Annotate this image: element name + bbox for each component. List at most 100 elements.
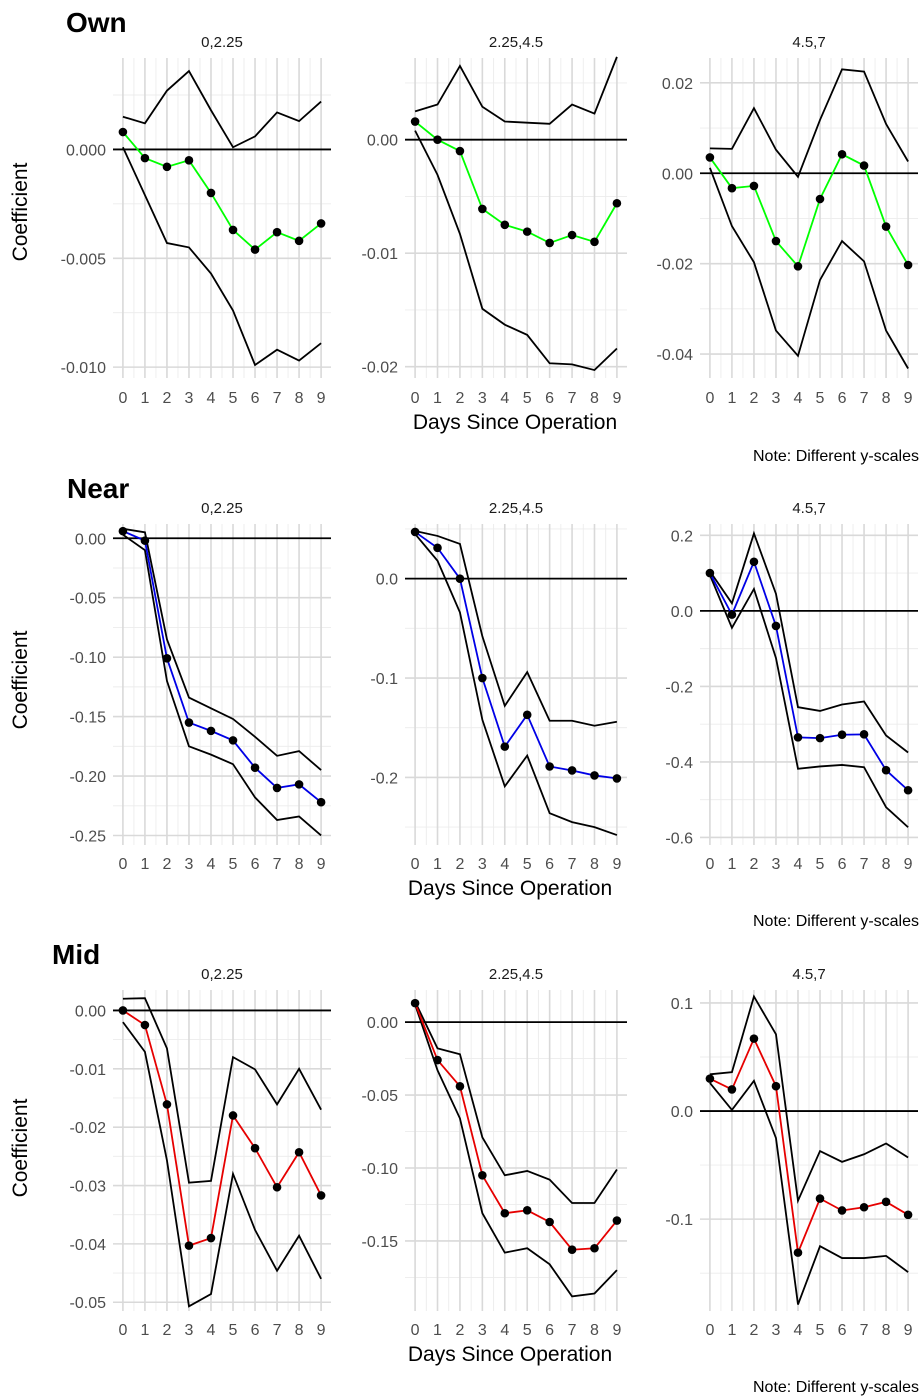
y-tick-label: 0.00 (367, 133, 398, 150)
x-tick-label: 4 (207, 856, 216, 873)
estimate-point (567, 1245, 577, 1255)
estimate-point (859, 1202, 869, 1212)
estimate-point (837, 1206, 847, 1215)
estimate-point (859, 730, 869, 739)
x-tick-label: 5 (523, 390, 532, 407)
x-tick-label: 9 (904, 390, 913, 407)
estimate-point (612, 774, 622, 783)
ci-lower-line (414, 1004, 618, 1298)
estimate-point (545, 762, 554, 771)
x-tick-label: 3 (185, 856, 194, 873)
x-tick-label: 4 (207, 1322, 216, 1339)
ci-upper-line (414, 1001, 618, 1204)
x-tick-label: 2 (455, 390, 464, 407)
estimate-point (433, 543, 442, 553)
estimate-point (749, 1034, 759, 1043)
x-tick-label: 8 (590, 1322, 599, 1339)
y-tick-label: -0.10 (362, 1161, 399, 1178)
estimate-point (705, 1074, 715, 1083)
y-tick-label: -0.005 (61, 251, 106, 268)
estimate-point (140, 536, 150, 545)
estimate-point (294, 780, 304, 789)
estimate-point (228, 736, 238, 745)
y-tick-label: 0.1 (671, 996, 693, 1013)
estimate-point (705, 568, 715, 578)
ci-upper-line (122, 997, 322, 1184)
estimate-point (612, 1216, 622, 1225)
y-tick-label: -0.2 (665, 679, 693, 696)
y-tick-label: -0.6 (665, 830, 693, 847)
estimate-point (118, 526, 128, 536)
y-tick-label: -0.03 (70, 1179, 107, 1196)
x-tick-label: 4 (500, 1322, 509, 1339)
estimate-point (250, 1143, 260, 1153)
x-tick-label: 8 (295, 390, 304, 407)
y-tick-label: -0.02 (657, 257, 694, 274)
estimate-point (455, 146, 465, 156)
x-tick-label: 5 (523, 1322, 532, 1339)
estimate-point (316, 219, 326, 228)
x-tick-label: 6 (545, 1322, 554, 1339)
x-tick-label: 7 (860, 856, 869, 873)
x-tick-label: 3 (478, 390, 487, 407)
x-tick-label: 3 (185, 1322, 194, 1339)
x-tick-label: 5 (523, 856, 532, 873)
x-tick-label: 6 (251, 390, 260, 407)
x-tick-label: 9 (904, 1322, 913, 1339)
x-tick-label: 9 (317, 390, 326, 407)
estimate-point (590, 771, 599, 780)
y-axis-label-mid: Coefficient (9, 1098, 32, 1197)
y-tick-label: -0.05 (70, 591, 107, 608)
x-axis-label-own: Days Since Operation (413, 411, 617, 434)
y-tick-label: -0.4 (665, 755, 693, 772)
x-tick-label: 0 (411, 856, 420, 873)
x-tick-label: 0 (118, 1322, 127, 1339)
estimate-point (206, 726, 216, 736)
x-tick-label: 9 (612, 1322, 621, 1339)
estimate-point (228, 1111, 238, 1120)
estimate-line (414, 531, 618, 780)
y-tick-label: -0.01 (362, 246, 399, 263)
x-tick-label: 2 (455, 1322, 464, 1339)
x-tick-label: 9 (317, 856, 326, 873)
x-tick-label: 9 (612, 856, 621, 873)
y-tick-label: -0.01 (70, 1062, 107, 1079)
estimate-point (184, 156, 194, 165)
ci-lower-line (122, 1021, 322, 1308)
y-tick-label: -0.15 (362, 1234, 399, 1251)
x-tick-label: 3 (478, 1322, 487, 1339)
estimate-point (316, 797, 326, 807)
estimate-point (545, 238, 554, 248)
x-tick-label: 0 (705, 1322, 714, 1339)
y-tick-label: -0.1 (370, 671, 398, 688)
x-tick-label: 1 (727, 856, 736, 873)
estimate-point (118, 1006, 128, 1015)
estimate-line (122, 131, 322, 251)
estimate-point (500, 1208, 510, 1218)
panel-near-3: -0.6 -0.4 -0.2 0.0 0.2 0 1 2 3 4 5 6 7 8 9 4.5,7 (665, 500, 918, 873)
y-tick-label: -0.15 (70, 710, 107, 727)
estimate-point (184, 718, 194, 727)
estimate-point (727, 183, 737, 193)
x-tick-label: 1 (140, 1322, 149, 1339)
estimate-point (410, 117, 420, 126)
x-tick-label: 4 (794, 856, 803, 873)
estimate-point (433, 135, 442, 145)
x-tick-label: 4 (794, 390, 803, 407)
x-tick-label: 0 (118, 390, 127, 407)
panel-title: 0,2.25 (201, 966, 243, 983)
x-tick-label: 1 (727, 390, 736, 407)
panel-mid-2: -0.15 -0.10 -0.05 0.00 0 1 2 3 4 5 6 7 8 9 2.25,4.5 (362, 966, 627, 1339)
panel-title: 4.5,7 (792, 500, 825, 517)
x-tick-label: 2 (749, 390, 758, 407)
x-tick-label: 4 (794, 1322, 803, 1339)
estimate-point (410, 527, 420, 537)
panel-title: 2.25,4.5 (489, 966, 543, 983)
y-tick-label: -0.05 (70, 1295, 107, 1312)
ci-lower-line (709, 1078, 909, 1305)
x-tick-label: 6 (251, 856, 260, 873)
estimate-point (140, 153, 150, 163)
x-tick-label: 5 (816, 1322, 825, 1339)
estimate-point (749, 557, 759, 567)
estimate-point (250, 245, 260, 254)
